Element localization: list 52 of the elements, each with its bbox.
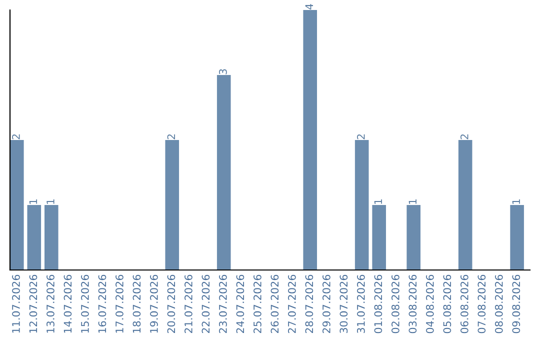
x-tick-label: 07.08.2026 bbox=[478, 274, 486, 334]
x-tick-label: 22.07.2026 bbox=[202, 274, 210, 334]
x-tick-label: 31.07.2026 bbox=[356, 274, 365, 334]
data-label: 2 bbox=[356, 134, 365, 140]
x-tick-label: 12.07.2026 bbox=[29, 274, 38, 333]
x-tick-label: 26.07.2026 bbox=[270, 274, 279, 334]
x-tick-label: 09.08.2026 bbox=[512, 274, 520, 334]
data-label: 1 bbox=[512, 199, 520, 204]
x-tick-label: 27.07.2026 bbox=[288, 274, 296, 334]
x-tick-label: 30.07.2026 bbox=[340, 274, 348, 334]
x-tick-label: 20.07.2026 bbox=[167, 274, 176, 334]
x-tick-label: 16.07.2026 bbox=[98, 274, 106, 333]
x-tick-label: 13.07.2026 bbox=[46, 274, 54, 333]
x-tick-label: 29.07.2026 bbox=[322, 274, 330, 334]
x-tick-label: 11.07.2026 bbox=[12, 274, 20, 333]
data-label: 1 bbox=[46, 199, 54, 204]
x-tick-label: 14.07.2026 bbox=[64, 274, 72, 333]
x-tick-label: 06.08.2026 bbox=[460, 274, 468, 334]
data-label: 1 bbox=[29, 199, 38, 204]
x-tick-label: 17.07.2026 bbox=[116, 274, 124, 333]
x-tick-label: 21.07.2026 bbox=[184, 274, 192, 334]
data-label: 2 bbox=[167, 134, 175, 140]
data-label: 1 bbox=[374, 199, 382, 204]
x-tick-label: 15.07.2026 bbox=[81, 274, 89, 333]
x-tick-label: 05.08.2026 bbox=[443, 274, 452, 334]
bar bbox=[372, 205, 386, 270]
bar bbox=[27, 205, 42, 270]
x-tick-label: 23.07.2026 bbox=[219, 274, 227, 334]
data-label: 1 bbox=[408, 199, 416, 204]
data-label: 2 bbox=[460, 134, 468, 140]
x-tick-label: 03.08.2026 bbox=[408, 274, 417, 334]
x-tick-label: 04.08.2026 bbox=[426, 274, 434, 334]
bar bbox=[406, 205, 420, 270]
bar bbox=[216, 75, 231, 270]
x-tick-label: 19.07.2026 bbox=[150, 274, 158, 333]
x-tick-label: 08.08.2026 bbox=[494, 274, 503, 334]
bar bbox=[303, 10, 317, 270]
x-tick-label: 01.08.2026 bbox=[374, 274, 382, 334]
bar bbox=[458, 140, 472, 270]
x-tick-label: 28.07.2026 bbox=[305, 274, 314, 334]
bar bbox=[354, 140, 369, 270]
x-tick-label: 25.07.2026 bbox=[254, 274, 262, 334]
bar bbox=[165, 140, 180, 270]
x-tick-label: 24.07.2026 bbox=[236, 274, 244, 334]
bar bbox=[510, 205, 524, 270]
data-label: 4 bbox=[305, 4, 313, 10]
data-label: 2 bbox=[12, 134, 20, 140]
x-tick-label: 18.07.2026 bbox=[132, 274, 141, 333]
bar bbox=[10, 140, 24, 270]
data-label: 3 bbox=[219, 69, 227, 74]
x-tick-label: 02.08.2026 bbox=[391, 274, 400, 334]
bar bbox=[44, 205, 58, 270]
